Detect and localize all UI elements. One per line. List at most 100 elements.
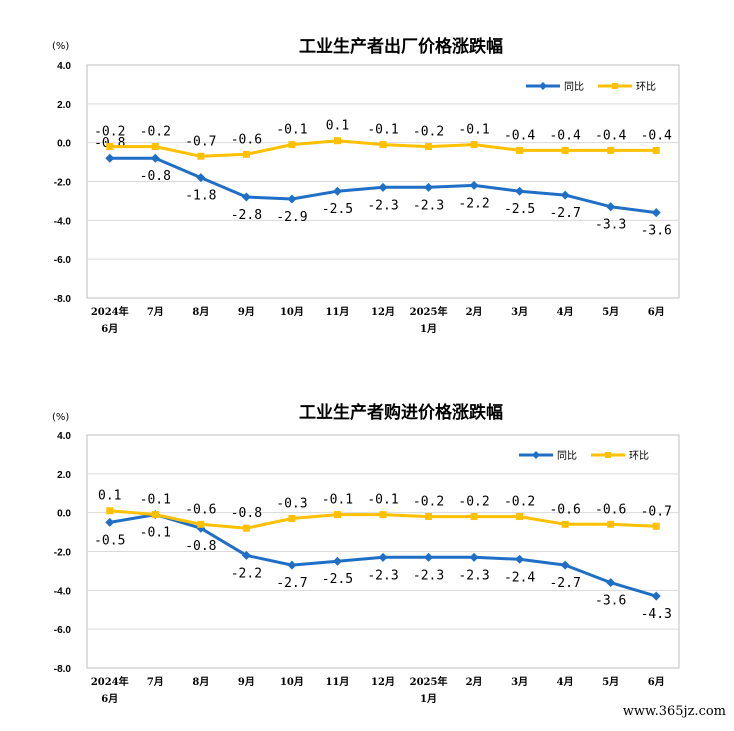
data-point [333, 137, 341, 145]
data-label: -2.5 [322, 202, 353, 217]
data-label: -0.1 [458, 123, 489, 138]
data-label: -2.4 [504, 570, 535, 585]
data-label: -0.4 [641, 128, 672, 143]
data-point [242, 150, 250, 158]
x-tick-label: 5月 [602, 676, 619, 688]
data-label: 0.1 [326, 119, 349, 134]
data-point [470, 141, 478, 149]
chart-title: 工业生产者出厂价格涨跌幅 [299, 36, 503, 57]
data-label: -0.8 [185, 539, 216, 554]
data-point [651, 208, 661, 218]
data-point [332, 556, 342, 566]
y-tick-label: 4.0 [57, 61, 71, 72]
x-tick-label: 8月 [192, 676, 209, 688]
data-label: -0.7 [641, 504, 672, 519]
data-point [196, 173, 206, 183]
x-tick-label: 2月 [466, 676, 483, 688]
x-tick-label: 1月 [420, 323, 437, 335]
data-point [242, 524, 250, 532]
y-tick-label: 0.0 [57, 509, 71, 520]
data-point [106, 507, 114, 515]
data-label: -2.5 [504, 202, 535, 217]
data-point [516, 146, 524, 154]
data-label: -0.1 [367, 493, 398, 508]
y-tick-label: -6.0 [54, 255, 72, 266]
x-tick-label: 3月 [511, 676, 528, 688]
y-tick-label: 4.0 [57, 431, 71, 442]
legend-marker [539, 82, 547, 90]
data-label: -0.2 [413, 125, 444, 140]
data-label: -0.2 [504, 495, 535, 510]
y-tick-label: -6.0 [54, 625, 72, 636]
data-point [515, 186, 525, 196]
data-label: 0.1 [98, 489, 121, 504]
x-tick-label: 6月 [101, 693, 118, 705]
data-point [606, 578, 616, 588]
y-tick-label: -4.0 [54, 586, 72, 597]
data-label: -2.2 [458, 196, 489, 211]
watermark-text: www.365jz.com [622, 704, 726, 719]
data-label: -1.8 [185, 189, 216, 204]
x-tick-label: 11月 [326, 306, 350, 318]
legend-marker [532, 451, 540, 459]
data-point [652, 522, 660, 530]
data-point [332, 186, 342, 196]
data-point [425, 513, 433, 521]
legend-label: 环比 [636, 81, 656, 93]
data-label: -2.8 [231, 208, 262, 223]
data-point [424, 182, 434, 192]
data-point [150, 153, 160, 163]
data-label: -2.3 [458, 568, 489, 583]
data-label: -0.8 [231, 506, 262, 521]
data-point [561, 520, 569, 528]
data-label: -0.4 [595, 128, 626, 143]
data-point [105, 153, 115, 163]
data-point [470, 513, 478, 521]
data-point [607, 520, 615, 528]
x-tick-label: 10月 [280, 676, 304, 688]
x-tick-label: 5月 [602, 306, 619, 318]
data-label: -2.3 [413, 198, 444, 213]
data-point [106, 143, 114, 151]
data-point [288, 514, 296, 522]
data-label: -2.3 [367, 568, 398, 583]
data-point [378, 552, 388, 562]
data-point [425, 143, 433, 151]
data-label: -0.3 [276, 496, 307, 511]
x-tick-label: 2024年 [91, 305, 129, 318]
y-tick-label: -8.0 [54, 664, 72, 675]
y-tick-label: 2.0 [57, 100, 71, 111]
x-tick-label: 2024年 [91, 675, 129, 688]
data-point [560, 560, 570, 570]
data-point [561, 146, 569, 154]
legend-label: 环比 [629, 450, 649, 462]
x-tick-label: 4月 [557, 676, 574, 688]
data-point [652, 146, 660, 154]
data-label: -0.6 [595, 502, 626, 517]
data-point [606, 202, 616, 212]
legend-marker [605, 452, 611, 458]
data-label: -0.2 [140, 125, 171, 140]
data-point [516, 513, 524, 521]
y-tick-label: -4.0 [54, 216, 72, 227]
data-point [197, 152, 205, 160]
x-tick-label: 1月 [420, 693, 437, 705]
x-tick-label: 9月 [238, 306, 255, 318]
y-tick-label: -2.0 [54, 178, 72, 189]
x-tick-label: 6月 [101, 323, 118, 335]
data-label: -2.7 [549, 576, 580, 591]
x-tick-label: 4月 [557, 306, 574, 318]
data-point [469, 180, 479, 190]
data-point [105, 517, 115, 527]
x-tick-label: 11月 [326, 676, 350, 688]
data-label: -2.7 [276, 576, 307, 591]
data-point [515, 554, 525, 564]
chart-title: 工业生产者购进价格涨跌幅 [299, 402, 503, 423]
data-label: -0.2 [413, 495, 444, 510]
data-point [241, 192, 251, 202]
x-tick-label: 12月 [371, 676, 395, 688]
data-label: -0.5 [94, 533, 125, 548]
data-point [333, 511, 341, 519]
data-label: -2.3 [413, 568, 444, 583]
x-tick-label: 12月 [371, 306, 395, 318]
